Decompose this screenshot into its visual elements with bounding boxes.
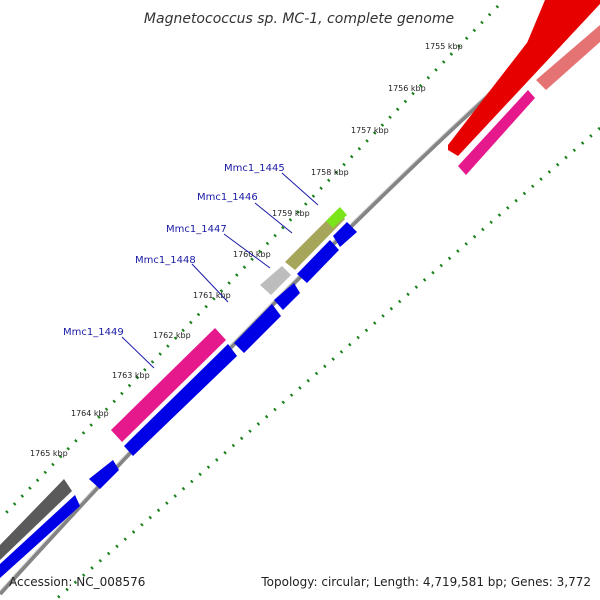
- feature-salmon-outer: [536, 25, 600, 90]
- leader-line-1446: [254, 202, 293, 234]
- feature-grey-light: [260, 266, 291, 295]
- cds-arrow-3: [274, 283, 300, 310]
- kbp-label: 1755 kbp: [425, 42, 463, 51]
- gene-label-mmc1-1448[interactable]: Mmc1_1448: [135, 255, 196, 266]
- cds-arrow-4: [234, 304, 281, 353]
- kbp-label: 1762 kbp: [153, 331, 191, 340]
- gene-label-mmc1-1446[interactable]: Mmc1_1446: [197, 192, 258, 203]
- accession-text: Accession: NC_008576: [9, 575, 145, 589]
- feature-red-top: [522, 0, 578, 65]
- kbp-label: 1763 kbp: [112, 371, 150, 380]
- leader-line-1448: [191, 263, 229, 303]
- feature-grey-dark: [0, 479, 72, 560]
- kbp-label: 1759 kbp: [272, 209, 310, 218]
- leader-line-1445: [281, 172, 319, 206]
- gene-label-mmc1-1445[interactable]: Mmc1_1445: [224, 163, 285, 174]
- kbp-label: 1756 kbp: [388, 84, 426, 93]
- feature-lime: [326, 207, 347, 228]
- leader-line-1449: [121, 336, 155, 369]
- cds-arrow-6: [89, 460, 119, 489]
- inner-tick-ring: [54, 126, 600, 600]
- outer-tick-ring: [0, 4, 500, 521]
- feature-pink-inner: [458, 90, 535, 175]
- cds-arrow-7: [0, 495, 80, 578]
- cds-arrow-1: [333, 222, 357, 247]
- kbp-label: 1758 kbp: [311, 168, 349, 177]
- cds-arrow-2: [297, 240, 339, 283]
- gene-label-mmc1-1447[interactable]: Mmc1_1447: [166, 224, 227, 235]
- feature-red-outer: [448, 0, 600, 156]
- kbp-label: 1757 kbp: [351, 126, 389, 135]
- map-title: Magnetococcus sp. MC-1, complete genome: [144, 11, 454, 27]
- gene-leader-lines: [121, 172, 319, 369]
- genome-summary-text: Topology: circular; Length: 4,719,581 bp…: [260, 575, 591, 589]
- feature-pink-long: [111, 328, 226, 442]
- kbp-label: 1764 kbp: [71, 409, 109, 418]
- kbp-label: 1765 kbp: [30, 449, 68, 458]
- kbp-label: 1761 kbp: [193, 291, 231, 300]
- cds-arrow-5: [124, 344, 237, 456]
- leader-line-1447: [223, 233, 271, 269]
- gene-label-mmc1-1449[interactable]: Mmc1_1449: [63, 327, 124, 338]
